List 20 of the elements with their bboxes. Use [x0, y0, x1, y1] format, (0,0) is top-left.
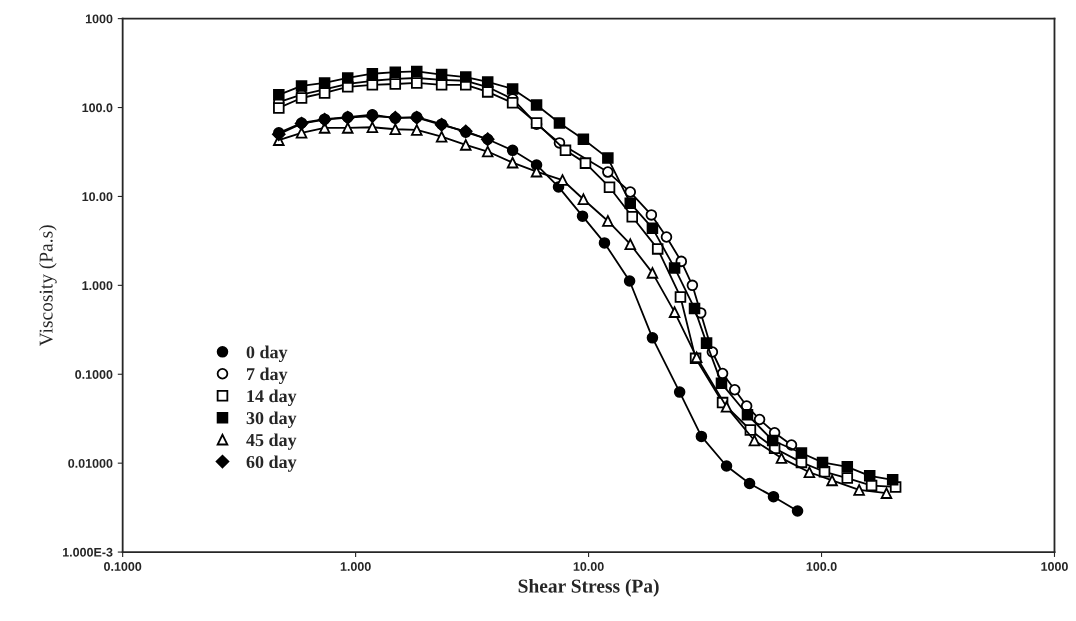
y-tick-label: 100.0: [82, 103, 113, 113]
legend-label: 7 day: [246, 367, 288, 384]
legend-label: 30 day: [246, 411, 297, 428]
legend-label: 14 day: [247, 389, 297, 406]
x-axis-title: Shear Stress (Pa): [518, 579, 659, 597]
y-tick-label: 1000: [85, 14, 113, 24]
x-tick-label: 1000: [1041, 562, 1068, 571]
y-tick-label: 10.00: [82, 192, 113, 202]
y-tick-label: 1.000E-3: [63, 547, 113, 557]
x-tick-label: 100.0: [806, 562, 837, 571]
legend-label: 0 day: [246, 345, 288, 363]
x-tick-label: 1.000: [340, 562, 371, 571]
y-tick-label: 0.01000: [68, 458, 113, 468]
x-tick-label: 0.1000: [104, 562, 142, 571]
legend-label: 60 day: [246, 455, 297, 472]
legend-label: 45 day: [246, 433, 297, 450]
y-axis-title: Viscosity (Pa.s): [38, 225, 57, 347]
y-tick-label: 0.1000: [75, 370, 113, 379]
x-tick-label: 10.00: [573, 562, 604, 571]
y-tick-label: 1.000: [82, 281, 113, 290]
